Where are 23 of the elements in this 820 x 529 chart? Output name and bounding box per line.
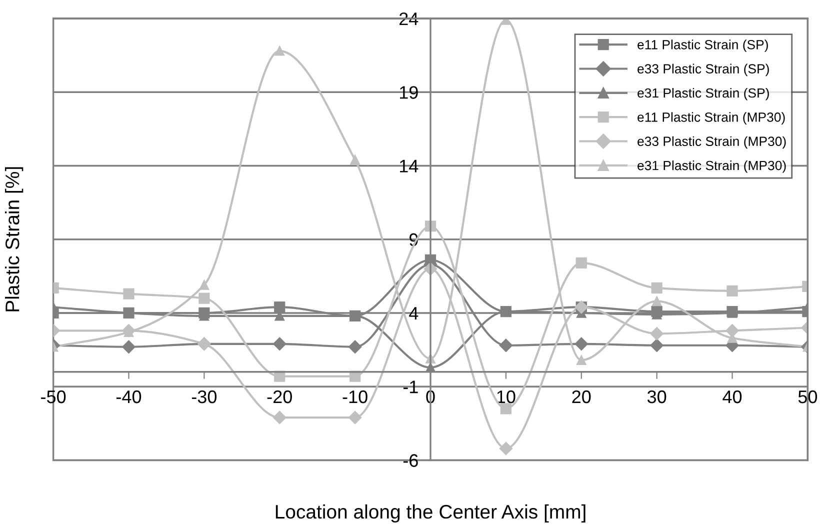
x-tick-label: -30 bbox=[192, 390, 217, 404]
x-tick-label: 10 bbox=[497, 390, 516, 404]
legend-label: e33 Plastic Strain (MP30) bbox=[638, 136, 786, 149]
x-tick-label: -40 bbox=[116, 390, 142, 404]
x-tick-label: 20 bbox=[572, 390, 591, 404]
legend-label: e11 Plastic Strain (SP) bbox=[638, 40, 768, 52]
y-tick-label: 4 bbox=[409, 307, 418, 320]
legend-label: e31 Plastic Strain (MP30) bbox=[638, 160, 786, 173]
y-tick-label: -6 bbox=[403, 454, 418, 467]
legend-label: e33 Plastic Strain (SP) bbox=[638, 64, 769, 76]
x-tick-label: -10 bbox=[342, 390, 368, 404]
y-axis-title: Plastic Strain [%] bbox=[5, 167, 24, 312]
y-tick-label: 19 bbox=[400, 86, 418, 99]
legend-label: e31 Plastic Strain (SP) bbox=[638, 88, 769, 100]
x-tick-label: -50 bbox=[41, 390, 66, 404]
y-tick-label: 14 bbox=[400, 160, 418, 172]
x-axis-title: Location along the Center Axis [mm] bbox=[276, 504, 586, 523]
legend-label: e11 Plastic Strain (MP30) bbox=[638, 112, 785, 124]
x-tick-label: -20 bbox=[267, 390, 292, 404]
x-tick-label: 50 bbox=[798, 390, 818, 404]
x-tick-label: 40 bbox=[722, 390, 742, 404]
y-tick-label: -1 bbox=[403, 380, 418, 394]
x-tick-label: 30 bbox=[647, 390, 666, 404]
